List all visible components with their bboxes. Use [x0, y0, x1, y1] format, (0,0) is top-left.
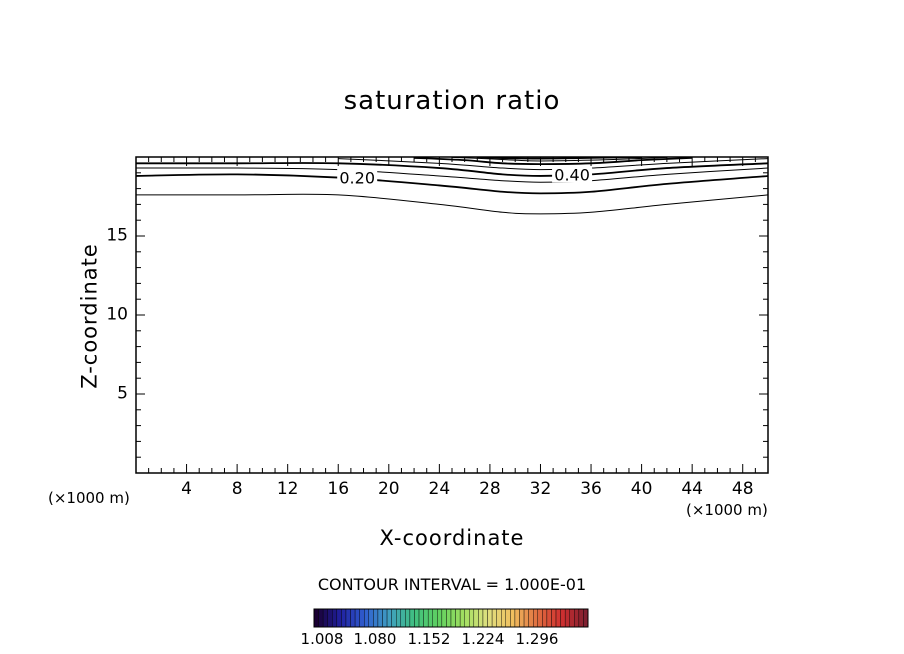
colorbar-cell [578, 608, 584, 628]
colorbar-cell [455, 608, 461, 628]
colorbar-cell [473, 608, 479, 628]
x-tick-label: 16 [327, 479, 350, 499]
colorbar-cell [418, 608, 424, 628]
plot-frame [135, 156, 769, 474]
colorbar-cell [364, 608, 370, 628]
colorbar-cell [450, 608, 456, 628]
colorbar-cell [569, 608, 575, 628]
contour-line [136, 162, 768, 177]
x-unit-label-left: (×1000 m) [48, 489, 130, 507]
x-tick-label: 36 [580, 479, 602, 499]
colorbar-cell [345, 608, 351, 628]
colorbar-cell [396, 608, 401, 628]
x-tick-label: 4 [181, 479, 192, 499]
colorbar-cell [501, 608, 507, 628]
colorbar-cell [405, 608, 411, 628]
colorbar-cell [359, 608, 365, 628]
colorbar-tick-label: 1.224 [461, 630, 505, 648]
contour-label-bg [337, 168, 378, 186]
colorbar-cell [537, 608, 543, 628]
colorbar-cell [510, 608, 516, 628]
colorbar-cell [432, 608, 438, 628]
colorbar-cell [336, 608, 342, 628]
colorbar-cell [427, 608, 433, 628]
x-axis-label: X-coordinate [379, 526, 525, 550]
colorbar-cell [341, 608, 347, 628]
colorbar-cell [437, 608, 443, 628]
colorbar-cell [350, 608, 356, 628]
colorbar-cell [482, 608, 488, 628]
contour-lines [136, 157, 768, 215]
colorbar-cell [491, 608, 497, 628]
colorbar-cell [496, 608, 502, 628]
colorbar-cell [546, 608, 552, 628]
contour-line [136, 173, 768, 195]
x-tick-label: 24 [428, 479, 451, 499]
colorbar-cell [542, 608, 548, 628]
colorbar-cell [505, 608, 511, 628]
colorbar-cell [354, 608, 360, 628]
contour-line [136, 167, 768, 183]
colorbar-cell [414, 608, 420, 628]
colorbar-cell [313, 608, 319, 628]
colorbar-cell [332, 608, 338, 628]
colorbar-cell [459, 608, 465, 628]
colorbar-cell [514, 608, 520, 628]
colorbar-cell [318, 608, 324, 628]
colorbar-tick-label: 1.152 [407, 630, 451, 648]
colorbar-cell [441, 608, 447, 628]
x-tick-label: 8 [231, 479, 243, 499]
y-tick-label: 5 [117, 383, 128, 404]
colorbar-cell [478, 608, 484, 628]
chart-title: saturation ratio [343, 86, 561, 116]
x-tick-label: 28 [479, 479, 501, 499]
colorbar-tick-label: 1.008 [300, 630, 344, 648]
colorbar-cell [519, 608, 525, 628]
colorbar-cell [533, 608, 538, 628]
x-tick-label: 20 [377, 479, 400, 499]
x-tick-label: 40 [630, 479, 653, 499]
contour-interval-label: CONTOUR INTERVAL = 1.000E-01 [317, 575, 587, 594]
colorbar-cell [446, 608, 452, 628]
colorbar-cell [555, 608, 561, 628]
colorbar-cell [423, 608, 429, 628]
colorbar-tick-label: 1.296 [515, 630, 559, 648]
colorbar-cell [322, 608, 328, 628]
colorbar-cell [327, 608, 333, 628]
contour-line [136, 193, 768, 215]
contour-label: 0.40 [554, 165, 590, 184]
x-unit-label-right: (×1000 m) [686, 501, 768, 519]
colorbar-cell [373, 608, 379, 628]
colorbar-cell [391, 608, 397, 628]
colorbar-cell [574, 608, 580, 628]
colorbar-cell [382, 608, 388, 628]
y-tick-label: 10 [106, 304, 128, 325]
x-tick-label: 12 [276, 479, 299, 499]
colorbar-cell [564, 608, 570, 628]
colorbar-cell [464, 608, 470, 628]
contour-label-bg [552, 165, 593, 183]
colorbar-cell [583, 608, 589, 628]
colorbar-cell [560, 608, 566, 628]
colorbar-cell [377, 608, 383, 628]
y-tick-label: 15 [106, 225, 128, 246]
contour-line [338, 158, 768, 171]
colorbar-cell [386, 608, 392, 628]
colorbar-cell [400, 608, 406, 628]
colorbar-cell [368, 608, 374, 628]
contour-label: 0.20 [339, 169, 375, 188]
colorbar-cell [528, 608, 534, 628]
colorbar-cell [487, 608, 493, 628]
colorbar-cell [409, 608, 415, 628]
colorbar-cell [523, 608, 529, 628]
colorbar-cell [469, 608, 475, 628]
colorbar-frame [313, 608, 589, 628]
x-tick-label: 48 [731, 479, 754, 499]
colorbar-cell [551, 608, 557, 628]
x-tick-label: 32 [529, 479, 552, 499]
x-tick-label: 44 [681, 479, 703, 499]
colorbar-tick-label: 1.080 [353, 630, 397, 648]
